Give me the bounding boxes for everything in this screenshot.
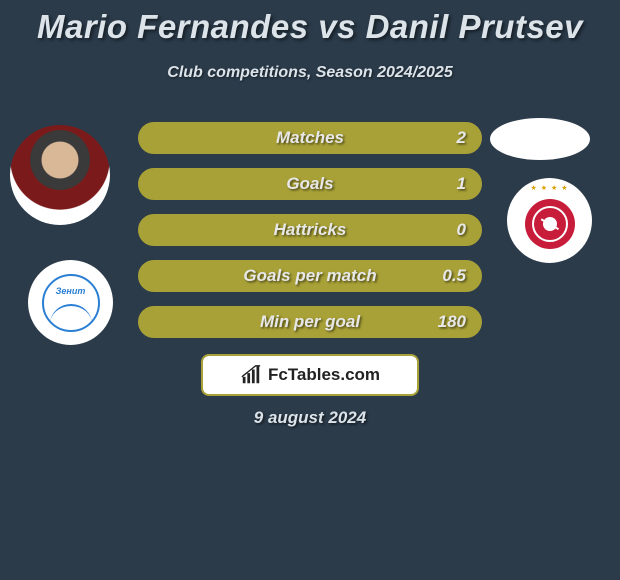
stats-container: Matches2Goals1Hattricks0Goals per match0… [138,122,482,352]
watermark-badge: FcTables.com [201,354,419,396]
stat-value: 1 [457,170,466,198]
stat-label: Hattricks [140,216,480,244]
stat-label: Matches [140,124,480,152]
stat-row: Min per goal180 [138,306,482,338]
club-right-crest: ★ ★ ★ ★ [507,178,592,263]
club-left-crest: Зенит [28,260,113,345]
stat-label: Min per goal [140,308,480,336]
club-left-label: Зенит [44,286,98,296]
stat-row: Matches2 [138,122,482,154]
watermark-text: FcTables.com [268,365,380,385]
stat-value: 0 [457,216,466,244]
club-right-stars-icon: ★ ★ ★ ★ [531,184,569,192]
date-label: 9 august 2024 [0,408,620,428]
stat-value: 180 [438,308,466,336]
player-left-avatar [10,125,110,225]
stat-label: Goals [140,170,480,198]
stat-value: 2 [457,124,466,152]
player-right-avatar [490,118,590,160]
stat-row: Goals per match0.5 [138,260,482,292]
page-title: Mario Fernandes vs Danil Prutsev [0,0,620,46]
bar-chart-icon [240,364,262,386]
stat-value: 0.5 [442,262,466,290]
subtitle: Club competitions, Season 2024/2025 [0,64,620,82]
stat-row: Goals1 [138,168,482,200]
stat-label: Goals per match [140,262,480,290]
stat-row: Hattricks0 [138,214,482,246]
